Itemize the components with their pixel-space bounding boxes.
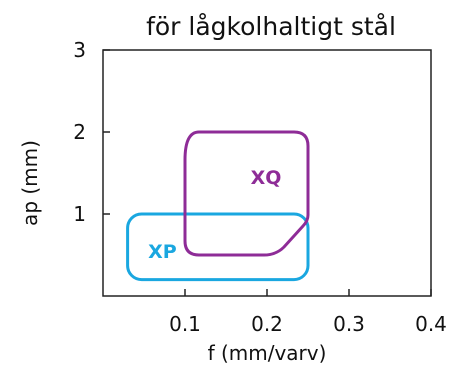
x-tick-label: 0.1 [169, 312, 201, 336]
x-tick-label: 0.2 [251, 312, 283, 336]
y-axis-label: ap (mm) [18, 140, 42, 226]
x-axis-label: f (mm/varv) [208, 341, 327, 365]
chart-title: för lågkolhaltigt stål [146, 12, 396, 41]
region-xp [126, 212, 310, 282]
x-tick-label: 0.4 [415, 312, 447, 336]
region-label-xp: XP [148, 241, 177, 263]
y-tick-label: 1 [73, 202, 86, 226]
y-tick-label: 3 [73, 38, 86, 62]
x-ticks: 0.1 0.2 0.3 0.4 [169, 289, 447, 336]
x-tick-label: 0.3 [333, 312, 365, 336]
region-xq [183, 130, 310, 257]
regions [126, 130, 310, 282]
y-ticks: 1 2 3 [73, 38, 110, 226]
region-labels: XP XQ [148, 167, 281, 263]
y-tick-label: 2 [73, 120, 86, 144]
region-label-xq: XQ [251, 167, 282, 189]
